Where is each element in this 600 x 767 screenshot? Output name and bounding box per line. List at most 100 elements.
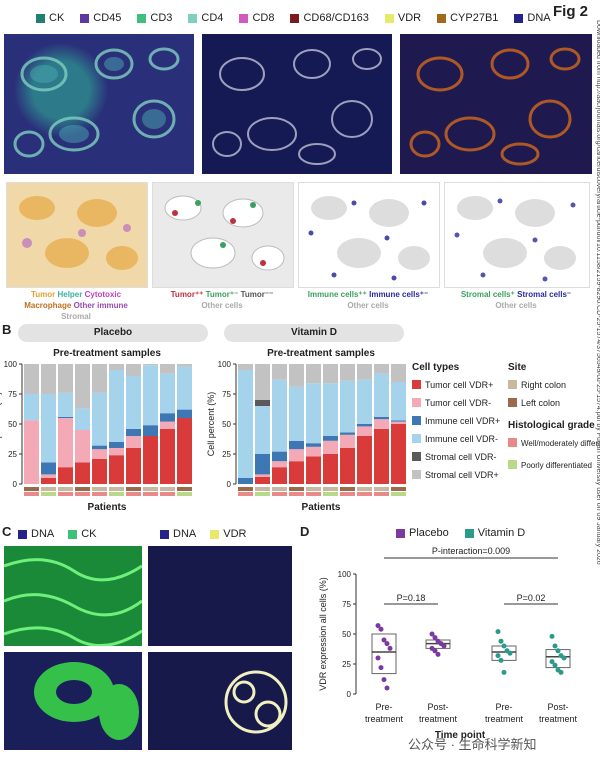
multiplex-image-all-markers [4,34,194,174]
figure-label: Fig 2 [552,3,588,20]
bar-segment [272,467,287,484]
data-point [495,653,501,659]
download-notice: Downloaded from http://aacrjournals.org/… [595,20,600,565]
bar-segment [323,440,338,454]
tissue-texture [212,48,382,165]
legend-label: CD45 [93,12,122,24]
panel-b-stacked-bars: Pre-treatment samples 0 25 50 75 100 Cell perc… [0,348,600,513]
y-tick-label: 25 [8,450,17,459]
y-tick-label: 75 [8,390,17,399]
bar-segment [109,442,124,448]
bar-segment [109,364,124,370]
grade-strip [391,492,406,496]
x-axis-label: Patients [302,502,341,513]
x-tick-label: Pre- [375,702,392,712]
y-tick-label: 100 [338,570,352,579]
bar-segment [289,449,304,462]
x-tick-label: Post- [547,702,568,712]
panel-d-legend: Placebo Vitamin D [396,527,525,539]
placebo-title: Placebo [18,324,208,342]
interaction-label: P-interaction=0.009 [432,546,510,556]
y-axis-label: Cell percent (%) [0,392,2,457]
legend-swatch [508,380,517,389]
bar-segment [255,454,270,475]
bar-segment [391,382,406,421]
bar-segment [92,445,107,450]
ck-texture [34,662,139,740]
caption-stromal: Stromal cells⁺ Stromal cells⁻ Other cell… [460,290,572,310]
site-strip [143,487,158,491]
y-axis-label: VDR expression all cells (%) [318,577,328,691]
legend-swatch [396,528,405,538]
marker-legend-item: VDR [384,12,422,24]
legend-label: VDR [397,12,422,24]
bar-segment [374,419,389,429]
bar-segment [126,448,141,484]
grade-strip [177,492,192,496]
data-point [381,637,387,643]
x-axis-label: Patients [88,502,127,513]
bar-segment [306,443,321,447]
panel-b-label: B [2,322,12,337]
marker-legend-item: CD4 [188,12,223,24]
legend-label: Well/moderately differentiated [521,439,600,448]
grade-strip [24,492,39,496]
bar-segment [24,364,39,394]
cell-types-title: Cell types [412,362,460,373]
grade-strip [58,492,73,496]
bar-segment [58,416,73,418]
legend-swatch [290,13,300,23]
grade-strip [143,492,158,496]
legend-label: Vitamin D [477,527,526,539]
bar-segment [272,364,287,380]
grade-strip [289,492,304,496]
legend-label: Stromal cell VDR- [425,452,497,462]
bar-segment [177,364,192,367]
bar-segment [109,455,124,484]
grade-strip [238,492,253,496]
marker-legend-item: CD68/CD163 [290,12,369,24]
data-point [435,651,441,657]
legend-swatch [514,13,524,23]
data-point [387,645,393,651]
site-strip [177,487,192,491]
phenotype-texture [19,196,138,270]
grade-strip [323,492,338,496]
grade-strip [92,492,107,496]
site-strip [41,487,56,491]
panel-c-legend-left: DNA CK [18,528,97,540]
grade-strip [75,492,90,496]
legend-label: Tumor cell VDR- [425,398,491,408]
site-strip [126,487,141,491]
bar-segment [238,478,253,484]
bar-segment [75,408,90,430]
vdr-texture [224,670,288,734]
stromal-texture [454,196,576,282]
bar-segment [289,440,304,450]
legend-swatch [437,13,447,23]
marker-legend-item: CD45 [80,12,121,24]
ck-image-post [4,546,142,646]
data-point [552,643,558,649]
data-point [549,633,555,639]
y-tick-label: 50 [222,420,231,429]
data-point [561,655,567,661]
caption-immune: Immune cells⁺⁺ Immune cells⁺⁻ Other cell… [307,290,429,310]
bar-segment [340,432,355,435]
bar-segment [374,364,389,374]
bar-segment [340,448,355,484]
site-title: Site [508,362,527,373]
bar-segment [272,461,287,468]
bar-segment [58,467,73,484]
bar-segment [41,474,56,478]
y-tick-label: 75 [342,600,351,609]
data-point [555,648,561,654]
bar-segment [177,409,192,418]
bar-segment [126,364,141,376]
bar-segment [143,364,158,366]
site-strip [323,487,338,491]
bar-segment [374,416,389,420]
vdr-image-post [148,546,292,646]
legend-label: Tumor cell VDR+ [425,380,493,390]
data-point [429,631,435,637]
